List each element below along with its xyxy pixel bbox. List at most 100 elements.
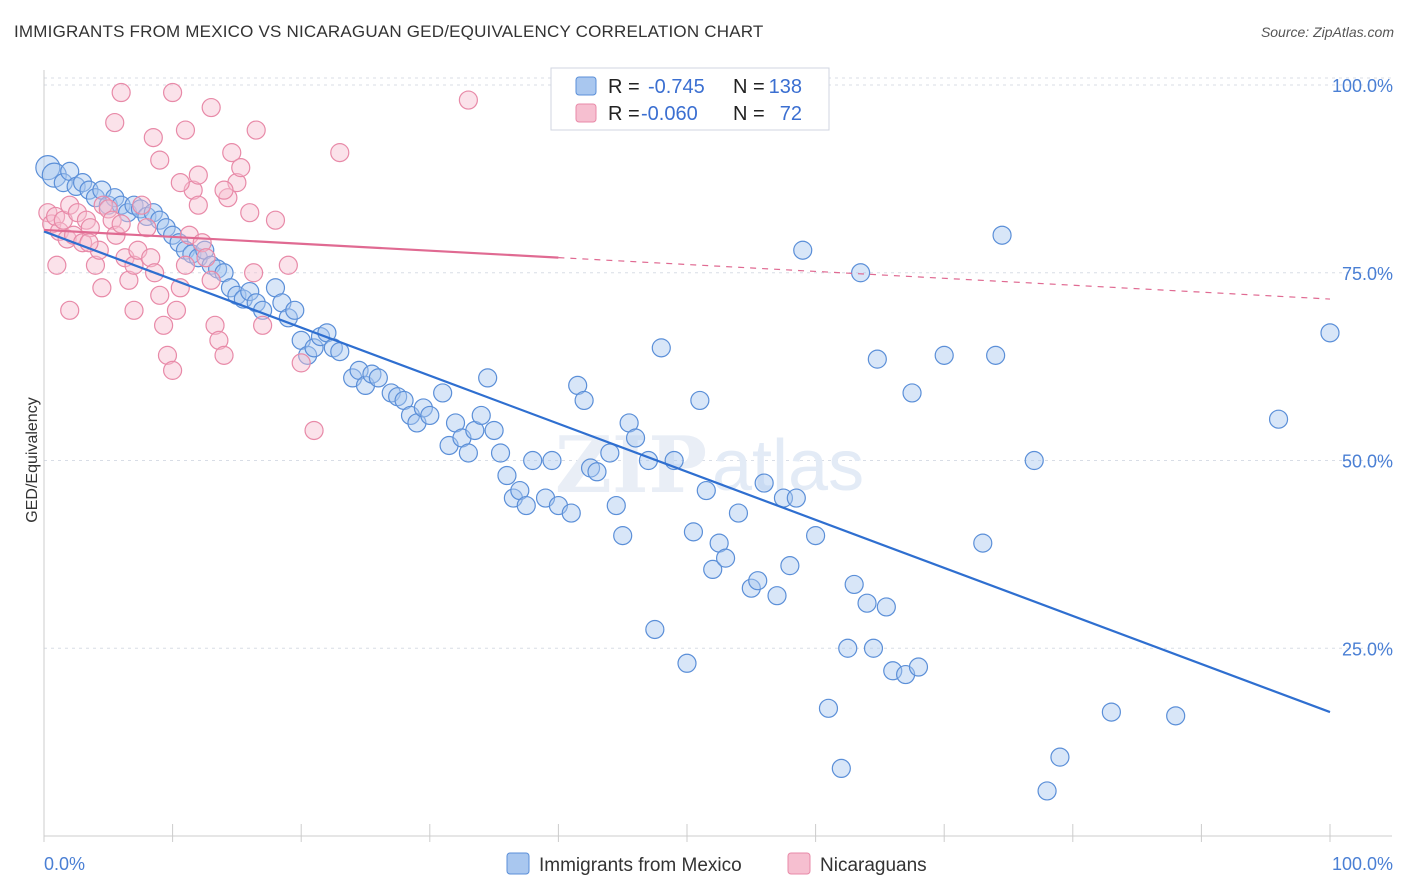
- nicaraguans-point: [124, 300, 144, 320]
- mexico-point: [986, 345, 1006, 365]
- y-tick-label: 100.0%: [1332, 76, 1393, 96]
- mexico-point: [240, 281, 260, 302]
- nicaraguans-trend-line-extension: [558, 256, 1331, 300]
- legend-n-label-1: N =: [733, 76, 765, 98]
- stats-legend: R = -0.745 N = 138 R = -0.060 N = 72: [550, 67, 830, 131]
- nicaraguans-point: [132, 195, 152, 215]
- nicaraguans-point: [141, 248, 161, 268]
- nicaraguans-point: [458, 90, 478, 110]
- mexico-point: [1268, 409, 1289, 429]
- mexico-point: [53, 173, 73, 193]
- nicaraguans-point: [188, 165, 208, 185]
- nicaraguans-point: [119, 270, 139, 290]
- y-tick-label: 50.0%: [1342, 452, 1393, 472]
- nicaraguans-point: [304, 420, 324, 441]
- nicaraguans-point: [163, 82, 183, 103]
- legend-r-value-2: -0.060: [641, 103, 698, 125]
- legend-n-label-2: N =: [733, 103, 765, 125]
- legend-r-value-1: -0.745: [648, 76, 705, 98]
- series-legend: Immigrants from Mexico Nicaraguans: [506, 852, 927, 876]
- mexico-point: [574, 390, 594, 411]
- chart-title: IMMIGRANTS FROM MEXICO VS NICARAGUAN GED…: [14, 22, 764, 41]
- nicaraguans-point: [60, 300, 80, 320]
- mexico-point: [973, 533, 993, 553]
- mexico-point: [786, 488, 806, 508]
- mexico-point: [696, 480, 716, 501]
- stats-legend-box: [550, 67, 830, 131]
- nicaraguans-point: [47, 255, 67, 275]
- mexico-point: [285, 300, 305, 320]
- nicaraguans-point: [330, 143, 350, 163]
- nicaraguans-point: [201, 97, 221, 118]
- nicaraguans-point: [214, 345, 234, 365]
- nicaraguans-point: [205, 315, 225, 335]
- nicaraguans-point: [98, 199, 118, 219]
- mexico-point: [838, 638, 858, 658]
- mexico-point: [876, 597, 896, 617]
- mexico-point: [934, 345, 954, 365]
- nicaraguans-trend-line: [43, 228, 559, 259]
- x-tick-label-right: 100.0%: [1332, 854, 1393, 874]
- nicaraguans-point: [60, 195, 80, 215]
- nicaraguans-point: [92, 278, 112, 298]
- nicaraguans-point: [150, 285, 170, 305]
- nicaraguans-point: [170, 173, 190, 193]
- mexico-point: [606, 495, 626, 516]
- mexico-trend-line: [43, 230, 1331, 714]
- series-mexico-points: [35, 155, 1340, 801]
- mexico-point: [851, 263, 871, 283]
- nicaraguans-point: [222, 143, 242, 163]
- mexico-point: [863, 638, 884, 658]
- nicaraguans-point: [253, 315, 273, 335]
- mexico-point: [278, 308, 298, 328]
- nicaraguans-point: [265, 210, 286, 230]
- y-axis-label: GED/Equivalency: [24, 397, 41, 522]
- mexico-point: [163, 225, 183, 245]
- y-tick-label: 25.0%: [1342, 639, 1393, 659]
- nicaraguans-point: [111, 214, 131, 234]
- legend-n-value-2: 72: [780, 103, 802, 125]
- mexico-point: [420, 405, 440, 426]
- chart-source: Source: ZipAtlas.com: [1260, 24, 1394, 40]
- nicaraguans-point: [214, 180, 234, 200]
- mexico-point: [458, 443, 478, 463]
- legend-n-value-1: 138: [769, 76, 802, 98]
- mexico-point: [767, 586, 787, 606]
- nicaraguans-point: [240, 203, 260, 223]
- x-tick-label-left: 0.0%: [44, 854, 85, 874]
- mexico-point: [651, 338, 671, 358]
- nicaraguans-point: [157, 345, 178, 365]
- axes: [43, 70, 1392, 842]
- mexico-point: [220, 278, 241, 298]
- bottom-legend-label-mexico: Immigrants from Mexico: [539, 855, 742, 876]
- mexico-point: [831, 758, 851, 779]
- mexico-point: [754, 473, 774, 493]
- mexico-point: [516, 495, 536, 516]
- nicaraguans-point: [166, 300, 187, 320]
- mexico-point: [818, 698, 839, 718]
- mexico-point: [478, 368, 498, 388]
- mexico-point: [304, 338, 324, 358]
- nicaraguans-point: [175, 120, 196, 140]
- nicaraguans-point: [196, 248, 216, 268]
- mexico-point: [497, 465, 517, 486]
- mexico-point: [703, 559, 723, 580]
- mexico-point: [587, 462, 607, 482]
- mexico-point: [645, 619, 665, 640]
- mexico-point: [600, 443, 620, 463]
- mexico-point: [484, 420, 504, 441]
- trend-lines: [43, 228, 1331, 714]
- mexico-point: [902, 383, 922, 403]
- nicaraguans-point: [163, 360, 183, 380]
- legend-r-label-1: R =: [608, 76, 640, 98]
- legend-swatch-mexico: [575, 76, 597, 96]
- mexico-point: [780, 556, 800, 576]
- mexico-point: [471, 405, 491, 426]
- nicaraguans-point: [209, 330, 229, 350]
- mexico-point: [298, 345, 318, 365]
- mexico-point: [413, 398, 433, 418]
- bottom-legend-swatch-nicaraguans: [787, 852, 811, 875]
- mexico-point: [1050, 747, 1070, 767]
- mexico-point: [41, 162, 67, 188]
- nicaraguans-point: [278, 255, 298, 275]
